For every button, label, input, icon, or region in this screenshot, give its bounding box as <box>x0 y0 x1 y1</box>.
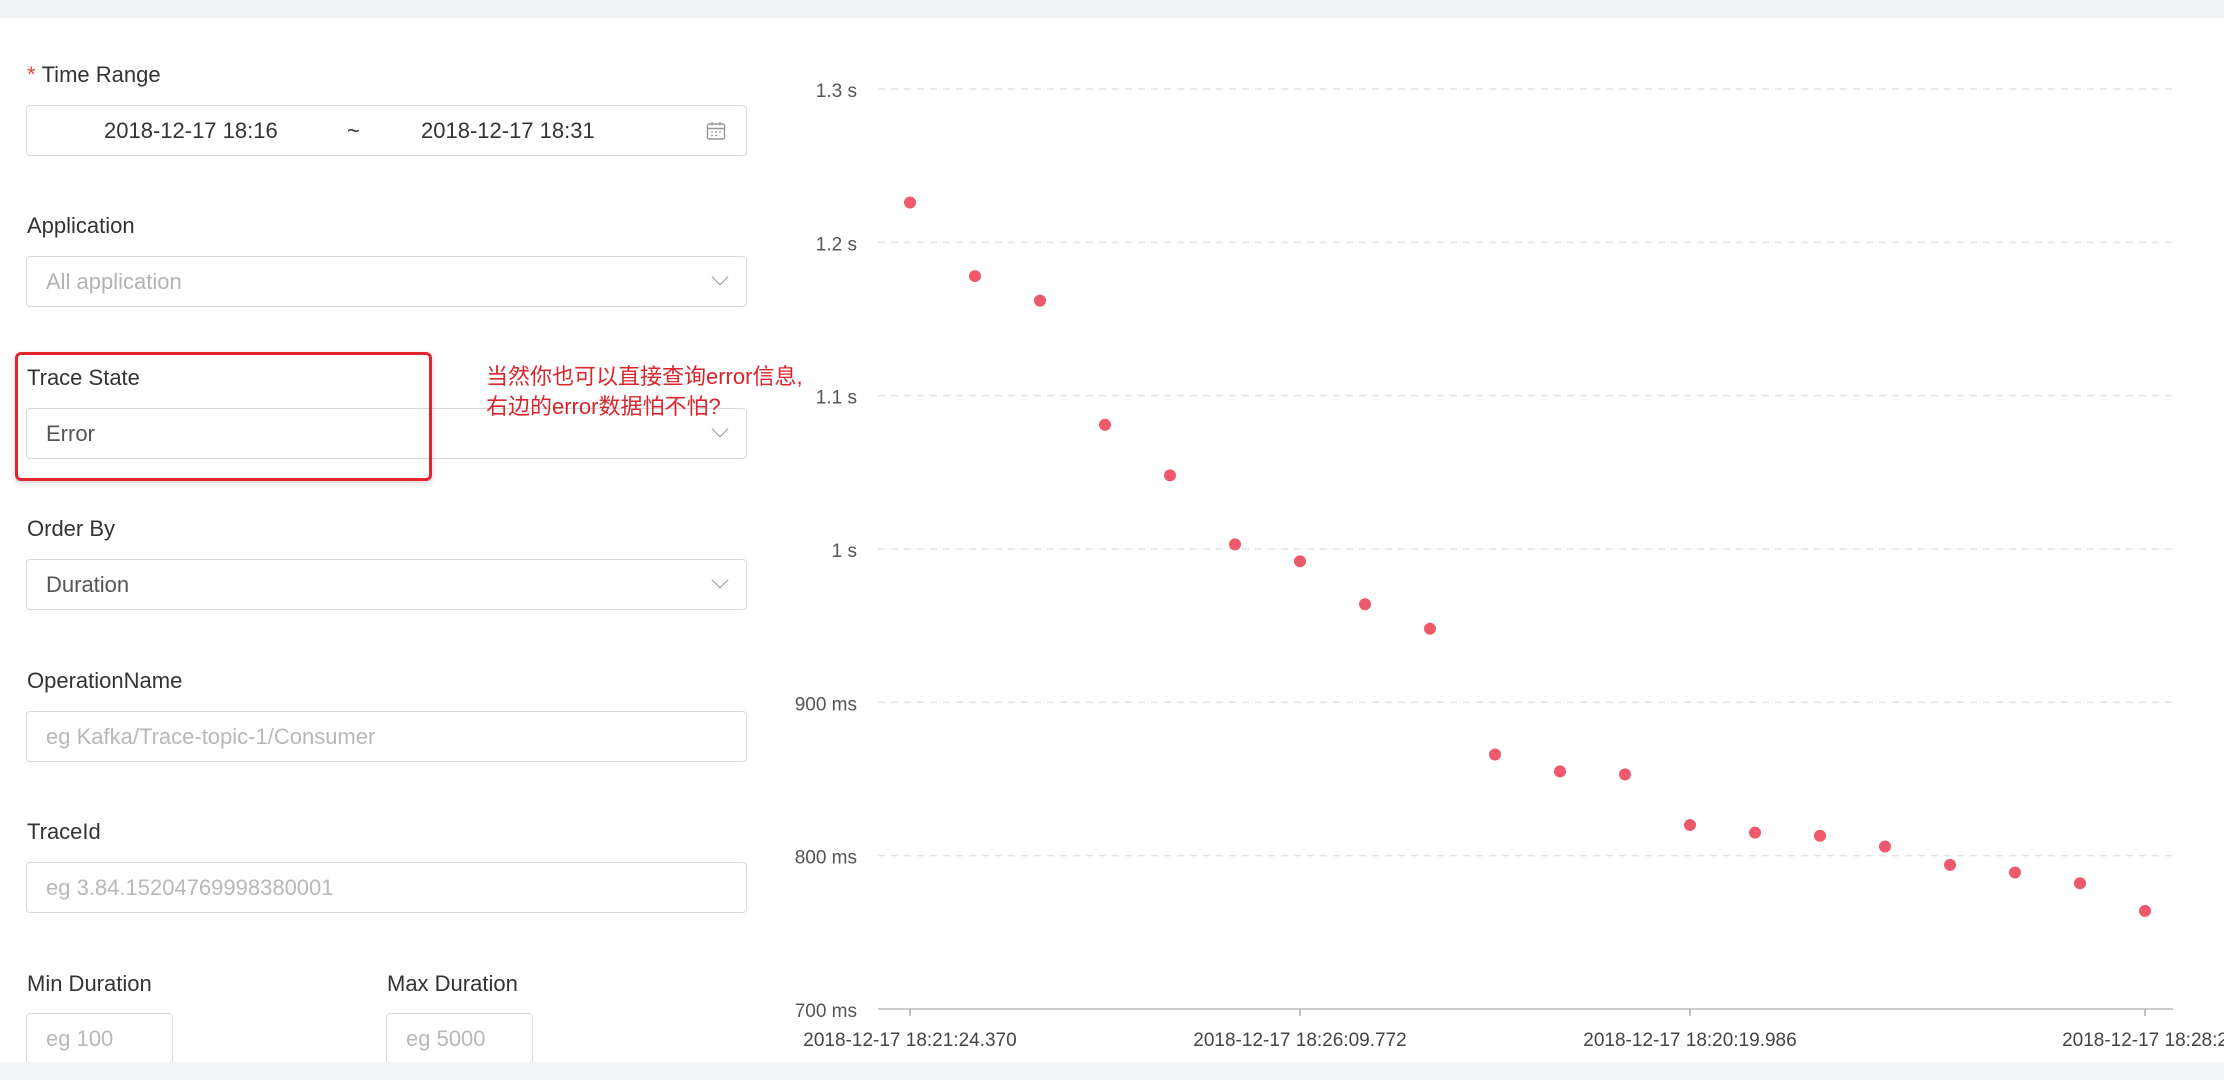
data-point <box>904 196 916 209</box>
application-select[interactable]: All application <box>26 256 747 307</box>
operation-name-label: OperationName <box>27 668 183 693</box>
data-point <box>1879 840 1891 853</box>
time-range-end[interactable]: 2018-12-17 18:31 <box>421 117 595 143</box>
data-point <box>2139 904 2151 917</box>
order-by-value: Duration <box>46 571 130 597</box>
data-point <box>969 270 981 283</box>
annotation-line-1: 当然你也可以直接查询error信息, <box>486 364 803 389</box>
time-range-picker[interactable]: 2018-12-17 18:16 ~ 2018-12-17 18:31 <box>26 105 747 156</box>
trace-state-value: Error <box>46 420 95 446</box>
trace-duration-scatter-chart: 1.3 s 1.2 s 1.1 s 1 s 900 ms 800 ms 700 ms 2018… <box>795 81 2224 1051</box>
data-point <box>1424 622 1436 635</box>
y-tick-label: 1.2 s <box>816 234 857 255</box>
data-point <box>1034 294 1046 307</box>
time-range-label: * Time Range <box>27 62 161 88</box>
y-tick-label: 800 ms <box>795 848 857 869</box>
data-point <box>1229 538 1241 551</box>
time-range-start[interactable]: 2018-12-17 18:16 <box>104 117 278 143</box>
data-point <box>1749 826 1761 839</box>
trace-id-input[interactable] <box>27 874 746 901</box>
min-duration-input[interactable] <box>27 1025 172 1052</box>
data-point <box>1099 418 1111 431</box>
annotation-line-2: 右边的error数据怕不怕? <box>486 394 721 419</box>
annotation-highlight-box <box>15 352 432 481</box>
trace-state-select[interactable]: Error <box>26 408 747 459</box>
x-tick-label: 2018-12-17 18:21:24.370 <box>803 1030 1016 1051</box>
application-placeholder: All application <box>46 268 182 294</box>
chevron-down-icon <box>711 268 729 285</box>
x-tick-label: 2018-12-17 18:28:2 <box>2062 1030 2224 1051</box>
time-range-separator: ~ <box>347 117 360 143</box>
application-label: Application <box>27 213 135 238</box>
operation-name-input[interactable] <box>27 723 746 750</box>
trace-id-field[interactable] <box>26 862 747 913</box>
data-point <box>1489 748 1501 761</box>
y-tick-label: 1.3 s <box>816 81 857 102</box>
max-duration-input[interactable] <box>387 1025 532 1052</box>
required-mark: * <box>27 62 36 87</box>
order-by-select[interactable]: Duration <box>26 559 747 610</box>
chevron-down-icon <box>711 571 729 588</box>
max-duration-field[interactable] <box>386 1013 533 1064</box>
operation-name-field[interactable] <box>26 711 747 762</box>
order-by-label: Order By <box>27 516 116 541</box>
y-tick-label: 900 ms <box>795 694 857 715</box>
data-point <box>1294 555 1306 568</box>
data-point <box>1944 858 1956 871</box>
x-tick-label: 2018-12-17 18:26:09.772 <box>1193 1030 1406 1051</box>
chevron-down-icon <box>711 420 729 437</box>
data-point <box>1619 768 1631 781</box>
x-tick-label: 2018-12-17 18:20:19.986 <box>1583 1030 1796 1051</box>
y-tick-label: 700 ms <box>795 1001 857 1022</box>
annotation-note: 当然你也可以直接查询error信息, 右边的error数据怕不怕? <box>486 362 803 422</box>
data-point <box>1164 469 1176 482</box>
data-point <box>1684 819 1696 831</box>
y-tick-label: 1 s <box>832 541 857 562</box>
trace-id-label: TraceId <box>27 819 101 844</box>
y-tick-label: 1.1 s <box>816 388 857 409</box>
min-duration-label: Min Duration <box>27 971 152 996</box>
top-bar <box>0 0 2224 18</box>
data-point <box>2009 866 2021 879</box>
min-duration-field[interactable] <box>26 1013 173 1064</box>
max-duration-label: Max Duration <box>387 971 518 996</box>
data-point <box>1814 829 1826 842</box>
time-range-label-text: Time Range <box>41 62 161 87</box>
calendar-icon[interactable] <box>706 121 726 141</box>
trace-state-label: Trace State <box>27 365 140 390</box>
bottom-bar <box>0 1062 2224 1080</box>
data-point <box>1359 598 1371 611</box>
data-point <box>2074 877 2086 890</box>
data-point <box>1554 765 1566 778</box>
